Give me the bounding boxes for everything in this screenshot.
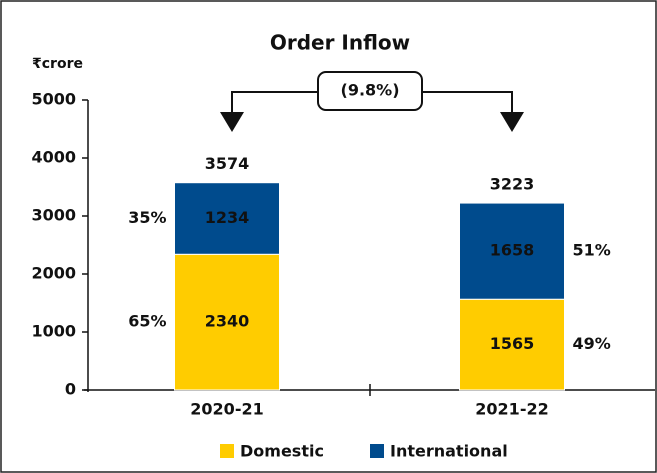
y-tick-label: 4000 [31, 148, 76, 167]
bar-segment [174, 182, 280, 255]
total-label: 3223 [490, 175, 535, 194]
y-tick-label: 5000 [31, 90, 76, 109]
bracket-left [231, 91, 318, 118]
annotation: (9.8%) [341, 81, 400, 100]
bar-segment [174, 253, 280, 391]
change-bracket [231, 71, 513, 118]
arrow-head [500, 112, 524, 132]
value-label: 2340 [205, 312, 250, 331]
bar-segment [459, 202, 565, 300]
share-label: 35% [128, 208, 166, 227]
legend-label: Domestic [240, 442, 324, 461]
bar-segment [459, 298, 565, 391]
share-label: 49% [573, 334, 611, 353]
annotation-box [317, 71, 423, 111]
legend-swatch [220, 444, 234, 458]
value-label: 1234 [205, 208, 250, 227]
arrow-head [220, 112, 244, 132]
y-tick-label: 0 [65, 380, 76, 399]
y-tick-label: 2000 [31, 264, 76, 283]
y-axis-label: ₹crore [32, 56, 83, 72]
value-label: 1658 [490, 241, 535, 260]
chart-title: Order Inflow [270, 31, 410, 55]
x-tick-label: 2020-21 [190, 400, 263, 419]
y-tick-label: 3000 [31, 206, 76, 225]
bracket-right [422, 91, 513, 118]
legend-label: International [390, 442, 508, 461]
y-tick-label: 1000 [31, 322, 76, 341]
x-tick-label: 2021-22 [475, 400, 548, 419]
share-label: 51% [573, 241, 611, 260]
value-label: 1565 [490, 334, 535, 353]
total-label: 3574 [205, 154, 250, 173]
legend-swatch [370, 444, 384, 458]
share-label: 65% [128, 312, 166, 331]
